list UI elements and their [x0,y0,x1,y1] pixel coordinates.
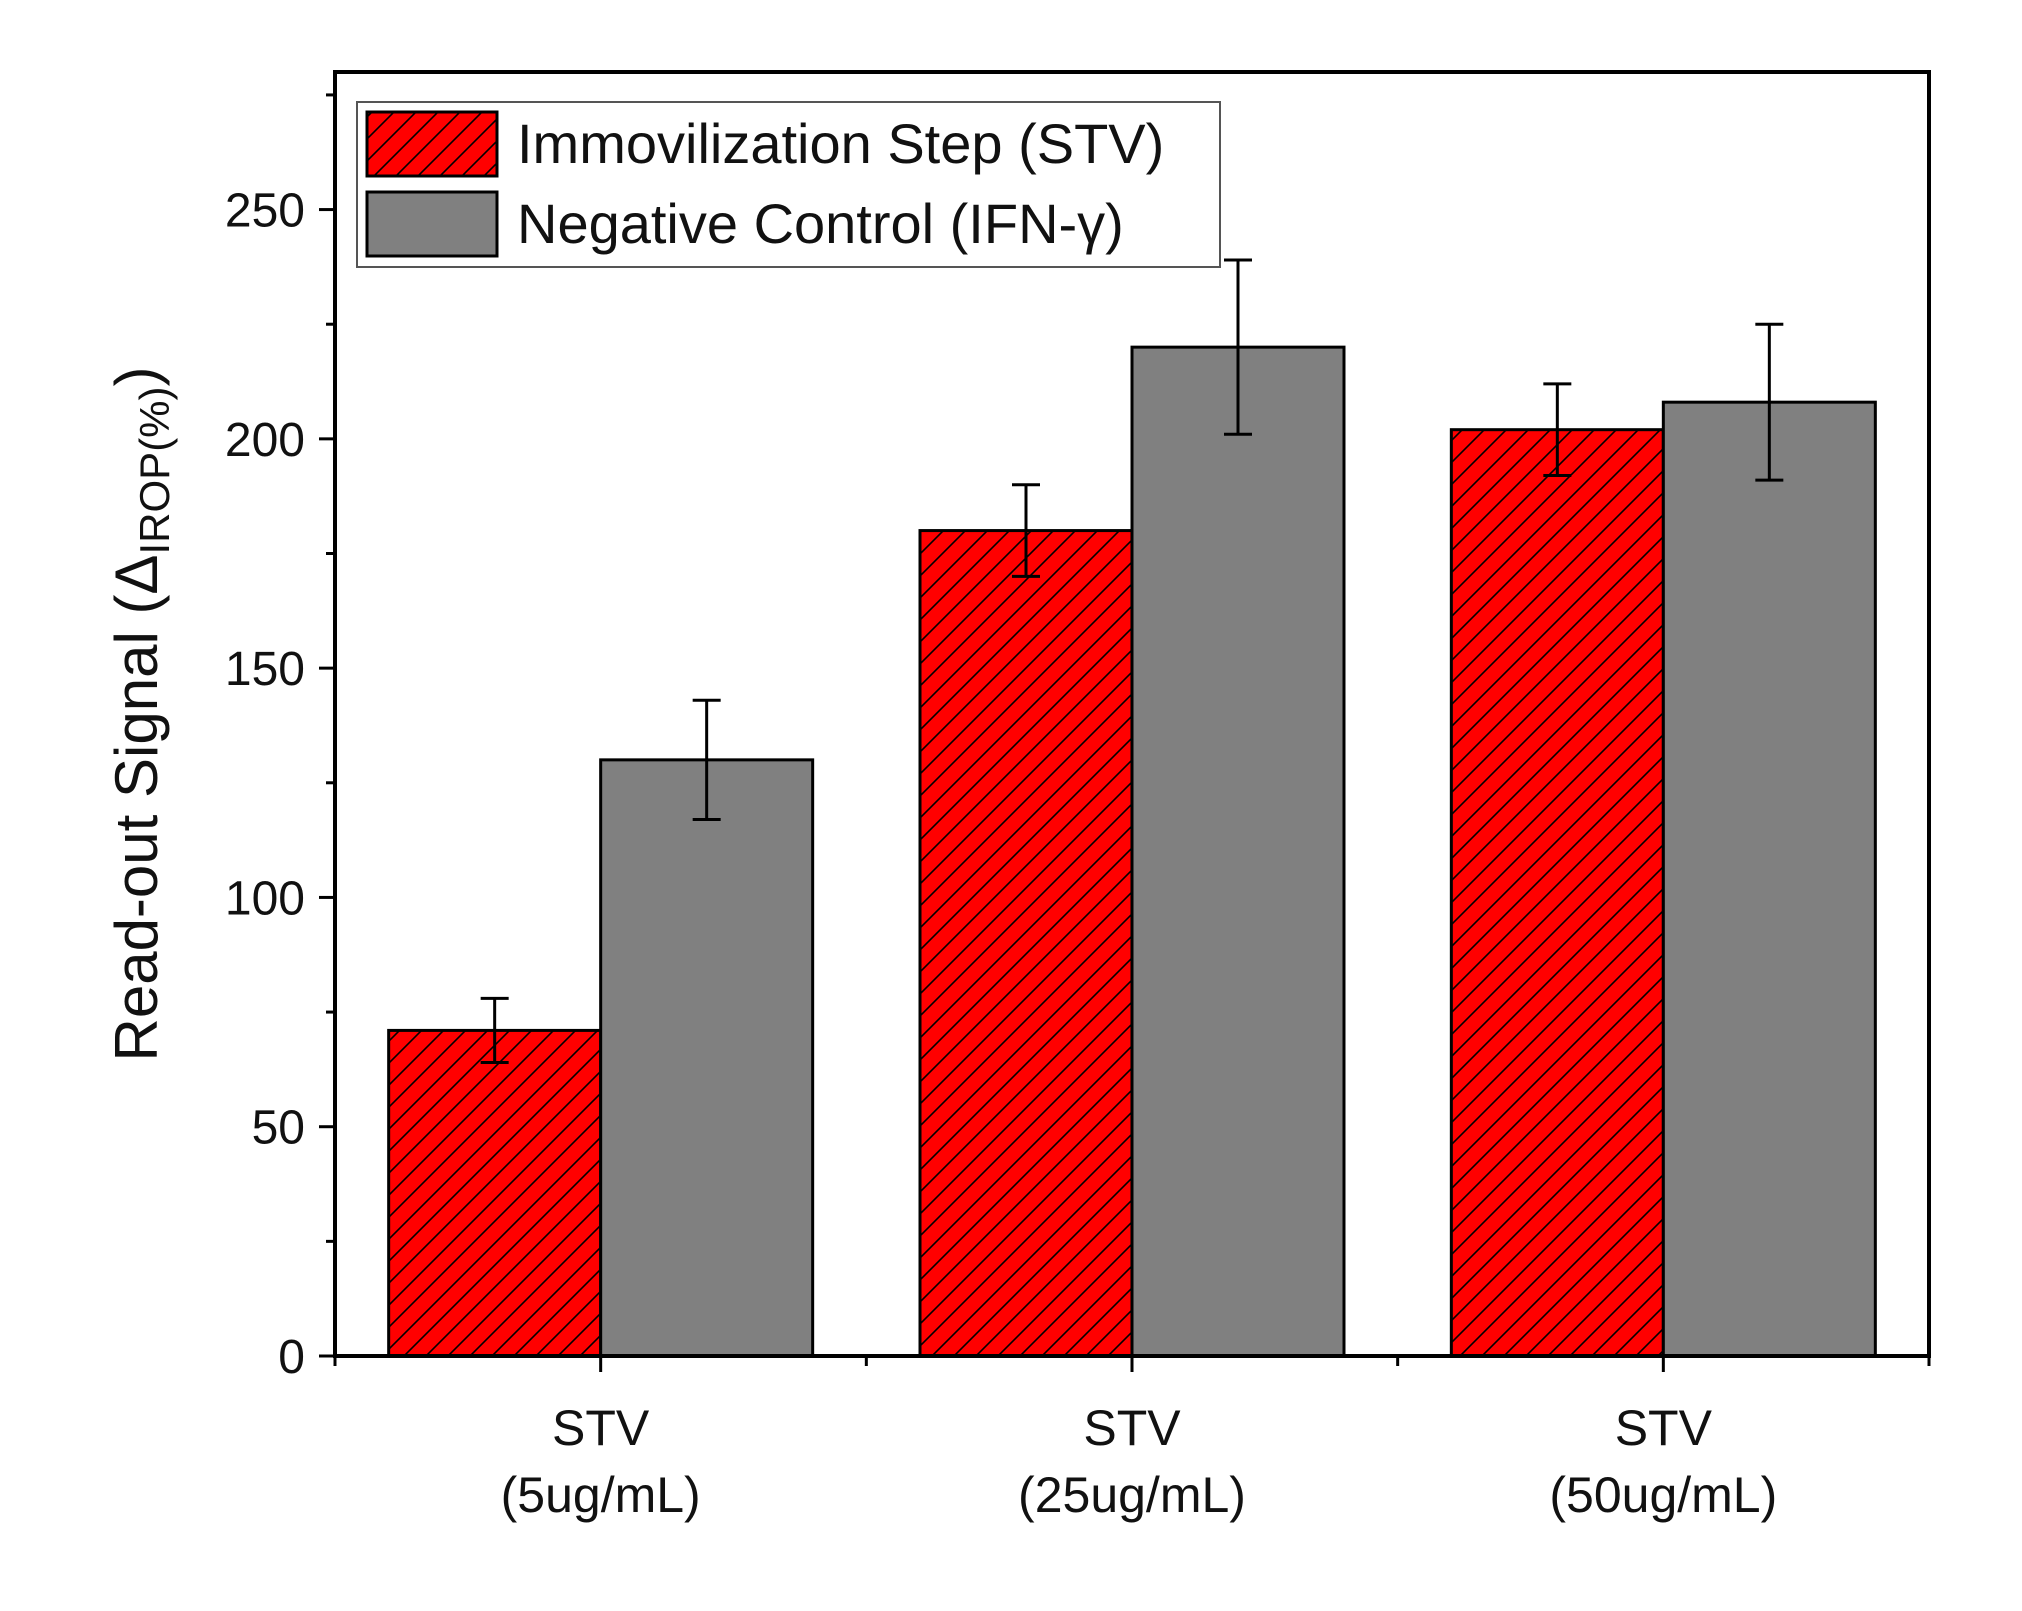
x-tick-label-0-line1: STV [552,1400,650,1456]
x-tick-label-2-line2: (50ug/mL) [1549,1467,1777,1523]
y-tick-label-1: 50 [252,1102,305,1155]
bar-s1-c1 [1130,345,1346,1358]
y-tick-label-0: 0 [278,1331,305,1384]
x-axis: STV (5ug/mL) STV (25ug/mL) STV (50ug/mL) [333,1356,1931,1523]
legend: Immovilization Step (STV) Negative Contr… [356,101,1221,268]
x-tick-label-1-line1: STV [1083,1400,1181,1456]
y-tick-label-5: 250 [225,185,305,238]
y-axis-title-subscript: IROP(%) [131,386,178,554]
bar-s0-c0 [387,1028,603,1358]
bar-s0-c1 [918,529,1134,1358]
x-tick-label-2-line1: STV [1615,1400,1713,1456]
y-axis: 0 50 100 150 200 250 [225,93,335,1384]
y-axis-title-close: ) [103,367,170,387]
y-tick-label-4: 200 [225,414,305,467]
bar-s1-c0 [599,758,815,1358]
bar-s1-c2 [1661,400,1877,1358]
legend-swatch-immobilization [365,110,499,178]
legend-swatch-negative-control [365,190,499,258]
y-tick-label-2: 100 [225,872,305,925]
y-tick-label-3: 150 [225,643,305,696]
x-tick-label-0-line2: (5ug/mL) [501,1467,701,1523]
bars-layer [387,345,1877,1358]
bar-s0-c2 [1449,428,1665,1358]
y-axis-title-symbol: Δ [103,554,170,594]
legend-label-immobilization: Immovilization Step (STV) [517,112,1164,175]
legend-box [356,101,1221,268]
y-axis-title: Read-out Signal (ΔIROP(%)) [103,367,178,1062]
x-tick-label-1-line2: (25ug/mL) [1018,1467,1246,1523]
y-axis-title-main: Read-out Signal ( [103,595,170,1062]
legend-label-negative-control: Negative Control (IFN-γ) [517,192,1124,255]
error-bars-layer [480,258,1784,1065]
